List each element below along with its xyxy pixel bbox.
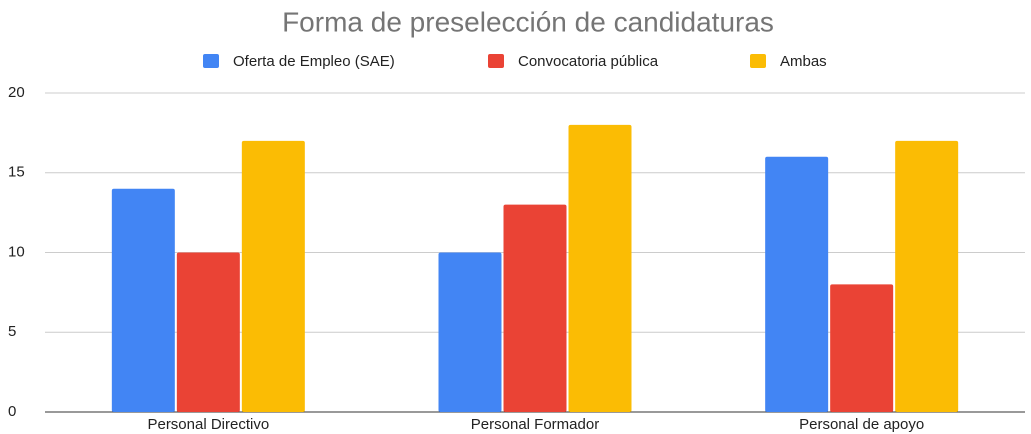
legend-label: Convocatoria pública	[518, 53, 659, 70]
legend-swatch	[750, 54, 766, 68]
legend-swatch	[203, 54, 219, 68]
y-tick-label: 20	[8, 84, 25, 101]
y-tick-label: 5	[8, 323, 16, 340]
bar	[765, 156, 829, 412]
bar	[503, 204, 567, 412]
x-tick-label: Personal Directivo	[147, 416, 269, 433]
bar	[895, 140, 959, 412]
y-tick-label: 10	[8, 243, 25, 260]
legend-label: Oferta de Empleo (SAE)	[233, 53, 395, 70]
x-tick-label: Personal Formador	[471, 416, 599, 433]
bar	[111, 188, 175, 412]
bar	[438, 252, 502, 412]
bar	[176, 252, 240, 412]
x-tick-label: Personal de apoyo	[799, 416, 924, 433]
legend-label: Ambas	[780, 53, 827, 70]
chart-title: Forma de preselección de candidaturas	[282, 6, 774, 37]
bar	[241, 140, 305, 412]
bar	[568, 124, 632, 413]
y-tick-label: 15	[8, 164, 25, 181]
legend-swatch	[488, 54, 504, 68]
bar	[830, 284, 894, 412]
y-tick-label: 0	[8, 403, 16, 420]
